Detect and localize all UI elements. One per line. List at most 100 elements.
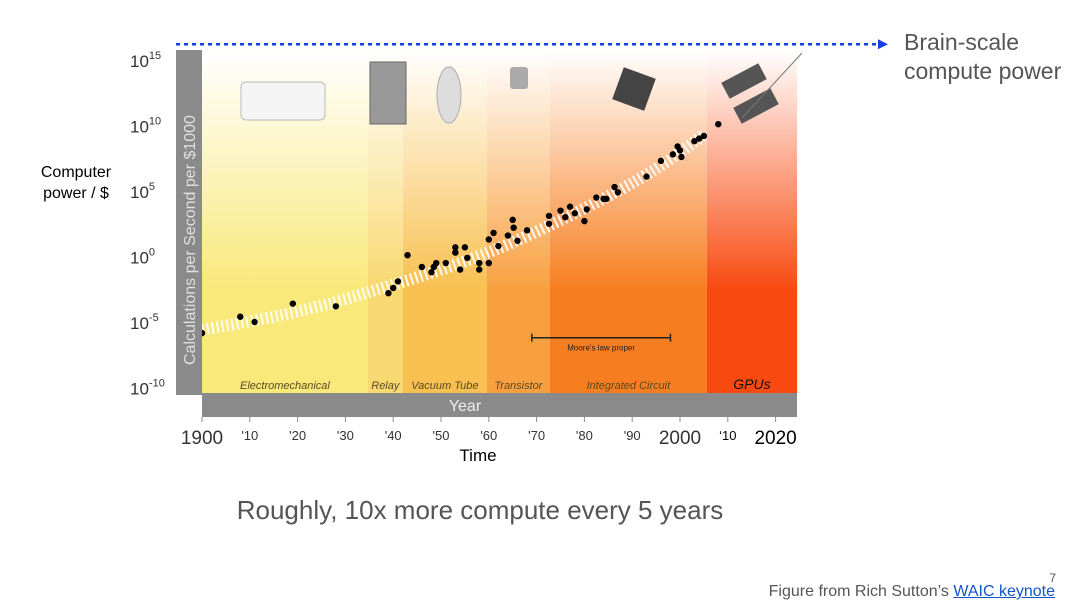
x-tick-label: '90 — [624, 428, 641, 443]
data-point — [490, 229, 497, 237]
x-tick-label: '30 — [337, 428, 354, 443]
x-tick-label: '10 — [241, 428, 258, 443]
y-tick-label: 1015 — [130, 50, 161, 71]
x-tick-label: '80 — [576, 428, 593, 443]
data-point — [657, 157, 665, 165]
x-tick-label: ‘10 — [719, 428, 736, 443]
data-point — [583, 206, 590, 213]
era-label: Relay — [371, 380, 401, 392]
era-label: GPUs — [733, 376, 770, 392]
era-band — [486, 50, 550, 393]
punch-card-icon — [240, 81, 326, 121]
data-point — [557, 207, 564, 214]
x-tick-label: '60 — [480, 428, 497, 443]
data-point — [695, 135, 703, 142]
data-point — [428, 269, 435, 276]
data-point — [476, 259, 483, 267]
x-ticks: 1900 '10 '20 '30 '40 '50 '60 '70 '80 '90 2000 ‘10 20… — [181, 417, 797, 449]
moores-law-label: Moore's law proper — [567, 344, 635, 353]
data-point — [390, 284, 397, 292]
data-point — [676, 147, 684, 154]
y-tick-label: 1010 — [130, 116, 161, 137]
data-point — [237, 313, 244, 320]
waic-keynote-link[interactable]: WAIC keynote — [953, 583, 1055, 600]
transistor-icon — [510, 67, 528, 89]
data-point — [442, 259, 449, 267]
data-point — [669, 151, 677, 158]
data-point — [571, 210, 579, 217]
x-outer-label: Time — [459, 446, 496, 465]
data-point — [385, 289, 392, 297]
era-label: Electromechanical — [240, 380, 330, 392]
data-point — [509, 216, 516, 224]
y-tick-label: 10-5 — [130, 312, 159, 333]
y-tick-label: 10-10 — [130, 378, 165, 399]
data-point — [678, 153, 685, 161]
data-point — [485, 236, 492, 243]
era-label: Vacuum Tube — [411, 380, 478, 392]
data-point — [461, 244, 469, 251]
data-point — [700, 132, 708, 140]
data-point — [545, 220, 553, 227]
data-point — [603, 195, 610, 203]
data-point — [433, 259, 440, 267]
gpu-pointer-line — [741, 52, 803, 119]
data-point — [452, 244, 459, 251]
data-point — [495, 242, 502, 250]
data-point — [562, 214, 569, 221]
y-tick-label: 100 — [130, 247, 155, 268]
data-point — [289, 300, 297, 307]
y-tick-label: 105 — [130, 181, 155, 202]
x-axis-title: Year — [449, 398, 482, 415]
brain-scale-annotation: Brain-scale compute power — [904, 28, 1061, 86]
x-tick-label: '50 — [433, 428, 450, 443]
data-point — [715, 120, 722, 128]
data-point — [614, 189, 622, 196]
data-point — [418, 263, 426, 271]
trend-band — [200, 129, 708, 336]
page-number: 7 — [1049, 571, 1056, 585]
era-icons — [240, 61, 779, 125]
arrow-head-icon — [878, 39, 888, 50]
data-point — [251, 318, 258, 326]
gpu-card-icon — [721, 63, 767, 99]
vacuum-tube-icon — [436, 66, 462, 124]
data-point — [456, 266, 464, 273]
data-point — [332, 303, 340, 310]
y-axis-bar — [176, 50, 202, 395]
slide-caption: Roughly, 10x more compute every 5 years — [236, 495, 724, 525]
side-axis-label: Computer power / $ — [40, 164, 112, 202]
trend-stripe — [200, 129, 708, 336]
credit-prefix: Figure from Rich Sutton’s — [768, 583, 954, 600]
y-axis-title: Calculations per Second per $1000 — [182, 115, 199, 365]
x-tick-label: 2000 — [659, 428, 701, 449]
data-point — [464, 254, 471, 262]
data-point — [523, 227, 531, 234]
relay-icon — [369, 61, 407, 125]
data-point — [452, 249, 459, 256]
data-point — [404, 251, 411, 259]
data-point — [510, 224, 517, 231]
era-label: Integrated Circuit — [586, 380, 671, 392]
data-point — [566, 203, 574, 210]
data-point — [394, 278, 402, 285]
data-point — [485, 259, 492, 267]
x-axis-bar — [202, 393, 797, 417]
figure-credit: Figure from Rich Sutton’s WAIC keynote — [769, 583, 1055, 601]
x-tick-label: '20 — [289, 428, 306, 443]
brain-scale-line1: Brain-scale — [904, 29, 1020, 55]
data-point — [514, 237, 521, 244]
data-point — [593, 194, 600, 201]
data-point — [504, 232, 512, 239]
data-point — [545, 212, 553, 220]
data-point — [581, 217, 588, 225]
brain-scale-line2: compute power — [904, 58, 1062, 84]
x-tick-label: '70 — [528, 428, 545, 443]
data-point — [476, 266, 483, 273]
x-tick-label: 2020 — [754, 428, 796, 449]
integrated-circuit-icon — [612, 67, 656, 111]
era-band — [549, 50, 707, 393]
data-point — [611, 183, 618, 191]
moores-law-bracket: Moore's law proper — [531, 333, 672, 353]
